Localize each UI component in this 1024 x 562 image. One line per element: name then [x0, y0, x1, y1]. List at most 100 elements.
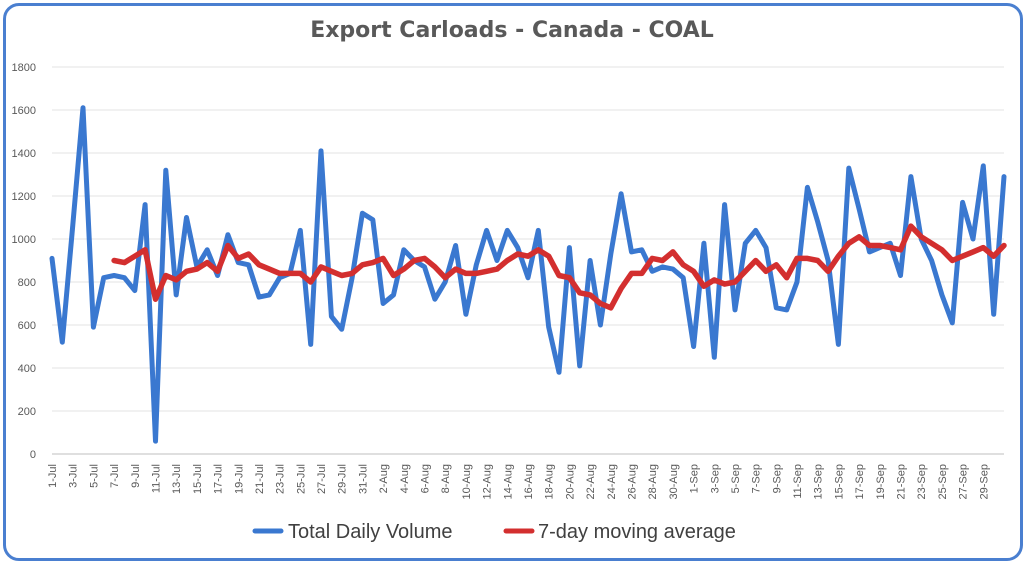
data-point	[672, 268, 674, 270]
data-point	[330, 315, 332, 317]
y-tick-label: 600	[18, 320, 36, 332]
data-point	[123, 261, 125, 263]
y-tick-label: 1000	[12, 234, 36, 246]
y-tick-label: 200	[18, 406, 36, 418]
data-point	[661, 259, 663, 261]
data-point	[692, 270, 694, 272]
x-tick-label: 19-Sep	[875, 464, 887, 499]
x-tick-label: 13-Sep	[813, 464, 825, 499]
data-point	[641, 272, 643, 274]
y-tick-label: 1400	[12, 148, 36, 160]
y-axis: 0 200 400 600 800 1000 1200 1400 1600 1800	[12, 62, 36, 461]
series-line	[111, 223, 1007, 311]
data-point	[868, 251, 870, 253]
data-point	[951, 259, 953, 261]
data-point	[920, 236, 922, 238]
data-point	[361, 212, 363, 214]
data-point	[403, 249, 405, 251]
data-point	[372, 218, 374, 220]
data-point	[165, 274, 167, 276]
data-point	[134, 289, 136, 291]
x-tick-label: 15-Sep	[833, 464, 845, 499]
x-tick-label: 11-Sep	[792, 464, 804, 499]
x-tick-label: 2-Aug	[378, 464, 390, 493]
data-point	[713, 356, 715, 358]
data-point	[817, 221, 819, 223]
data-point	[154, 298, 156, 300]
data-point	[309, 281, 311, 283]
data-point	[992, 313, 994, 315]
data-point	[516, 246, 518, 248]
x-tick-label: 26-Aug	[626, 464, 638, 499]
x-tick-label: 27-Jul	[316, 464, 328, 494]
data-point	[527, 277, 529, 279]
x-tick-label: 11-Jul	[150, 464, 162, 493]
data-point	[941, 249, 943, 251]
x-tick-label: 30-Aug	[668, 464, 680, 499]
x-tick-label: 7-Jul	[109, 464, 121, 488]
x-tick-label: 1-Jul	[47, 464, 59, 488]
data-point	[82, 107, 84, 109]
data-point	[827, 270, 829, 272]
data-point	[485, 270, 487, 272]
x-tick-label: 10-Aug	[461, 464, 473, 499]
x-tick-label: 3-Jul	[68, 464, 80, 488]
data-point	[910, 225, 912, 227]
data-point	[837, 343, 839, 345]
data-point	[475, 264, 477, 266]
data-point	[630, 272, 632, 274]
x-tick-label: 5-Jul	[88, 464, 100, 488]
data-point	[858, 236, 860, 238]
data-point	[641, 249, 643, 251]
data-point	[506, 259, 508, 261]
x-tick-label: 22-Aug	[585, 464, 597, 499]
x-tick-label: 4-Aug	[399, 464, 411, 493]
y-tick-label: 1600	[12, 105, 36, 117]
data-point	[278, 277, 280, 279]
data-point	[703, 242, 705, 244]
x-tick-label: 23-Sep	[916, 464, 928, 499]
data-point	[796, 281, 798, 283]
y-tick-label: 400	[18, 363, 36, 375]
data-point	[444, 281, 446, 283]
data-point	[610, 253, 612, 255]
data-point	[527, 255, 529, 257]
data-point	[413, 259, 415, 261]
x-tick-label: 29-Sep	[978, 464, 990, 499]
x-axis: 1-Jul 3-Jul 5-Jul 7-Jul 9-Jul 11-Jul 13-Jul 15-…	[47, 464, 990, 499]
x-tick-label: 3-Sep	[709, 464, 721, 493]
data-point	[475, 272, 477, 274]
data-point	[485, 229, 487, 231]
data-point	[434, 266, 436, 268]
data-point	[444, 277, 446, 279]
data-point	[558, 371, 560, 373]
legend-label: 7-day moving average	[538, 521, 736, 543]
data-point	[796, 257, 798, 259]
data-point	[961, 201, 963, 203]
data-point	[103, 277, 105, 279]
data-point	[734, 309, 736, 311]
data-point	[123, 277, 125, 279]
data-point	[941, 294, 943, 296]
data-point	[703, 285, 705, 287]
x-tick-label: 25-Sep	[937, 464, 949, 499]
data-point	[661, 266, 663, 268]
data-point	[713, 279, 715, 281]
data-point	[930, 259, 932, 261]
data-point	[734, 281, 736, 283]
data-point	[227, 234, 229, 236]
data-point	[982, 165, 984, 167]
data-point	[175, 294, 177, 296]
data-point	[951, 322, 953, 324]
x-tick-label: 1-Sep	[689, 464, 701, 493]
data-point	[361, 264, 363, 266]
data-point	[972, 238, 974, 240]
y-tick-label: 1200	[12, 191, 36, 203]
x-tick-label: 18-Aug	[544, 464, 556, 499]
data-point	[144, 203, 146, 205]
data-point	[247, 264, 249, 266]
x-tick-label: 9-Jul	[130, 464, 142, 488]
data-point	[982, 246, 984, 248]
y-tick-label: 0	[30, 449, 36, 461]
